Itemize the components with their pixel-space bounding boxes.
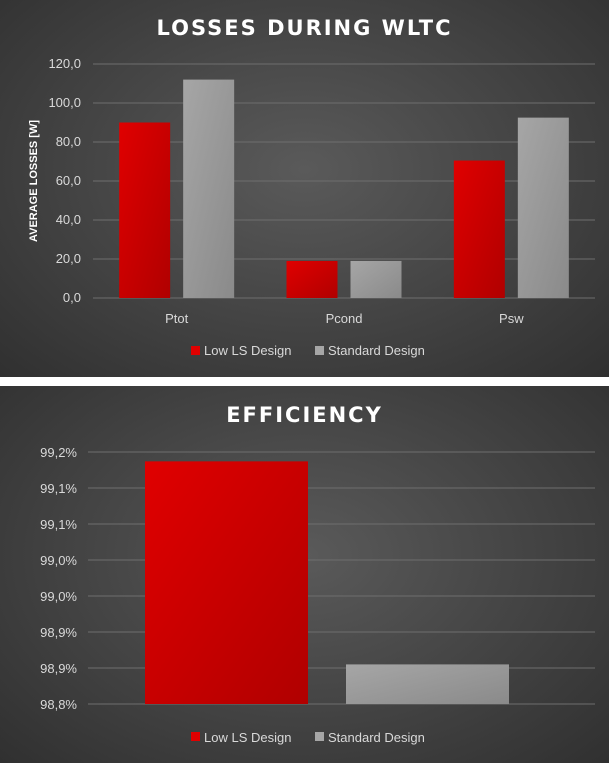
y-tick-label: 99,0%: [40, 589, 77, 604]
y-tick-label: 98,8%: [40, 697, 77, 712]
losses-chart-title: LOSSES DURING WLTC: [156, 16, 453, 40]
y-tick-label: 120,0: [48, 56, 81, 71]
efficiency-chart-title: EFFICIENCY: [226, 403, 383, 427]
legend-label: Low LS Design: [204, 343, 291, 358]
bar-low-ls: [145, 461, 308, 704]
bar-standard: [346, 664, 509, 704]
efficiency-chart-svg: 98,8% 98,9% 98,9% 99,0% 99,0% 99,1% 99,1% 99,2%…: [40, 445, 595, 745]
y-tick-label: 99,1%: [40, 481, 77, 496]
y-tick-label: 60,0: [56, 173, 81, 188]
legend-label: Standard Design: [328, 730, 425, 745]
y-tick-label: 99,1%: [40, 517, 77, 532]
losses-y-axis-label: AVERAGE LOSSES [W]: [28, 120, 40, 242]
bar-low-ls: [286, 260, 338, 298]
legend-label: Standard Design: [328, 343, 425, 358]
x-tick-label: Pcond: [326, 311, 363, 326]
x-tick-label: Ptot: [165, 311, 189, 326]
x-tick-label: Psw: [499, 311, 524, 326]
y-tick-label: 98,9%: [40, 661, 77, 676]
y-tick-label: 80,0: [56, 134, 81, 149]
y-tick-label: 99,0%: [40, 553, 77, 568]
legend-swatch: [191, 732, 200, 741]
y-tick-label: 99,2%: [40, 445, 77, 460]
losses-chart-panel: LOSSES DURING WLTC AVERAGE LOSSES [W] 0,…: [0, 0, 609, 377]
y-tick-label: 0,0: [63, 290, 81, 305]
y-tick-label: 20,0: [56, 251, 81, 266]
y-tick-label: 98,9%: [40, 625, 77, 640]
bar-low-ls: [453, 160, 505, 298]
bar-standard: [183, 79, 235, 298]
legend-swatch: [315, 346, 324, 355]
efficiency-chart-panel: EFFICIENCY 98,8% 98,9% 98,9% 99,0% 99,0% 99,1…: [0, 386, 609, 763]
losses-chart-svg: AVERAGE LOSSES [W] 0,0 20,0 40,0 60,0 80,0 10…: [28, 56, 595, 358]
bar-standard: [517, 117, 569, 298]
y-tick-label: 100,0: [48, 95, 81, 110]
bar-standard: [350, 260, 402, 298]
bar-low-ls: [119, 122, 171, 298]
legend-swatch: [315, 732, 324, 741]
legend-label: Low LS Design: [204, 730, 291, 745]
y-tick-label: 40,0: [56, 212, 81, 227]
legend-swatch: [191, 346, 200, 355]
